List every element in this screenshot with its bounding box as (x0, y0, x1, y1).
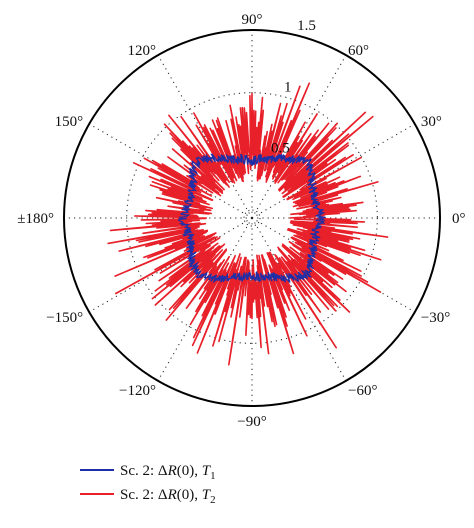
angle-tick-label: 90° (242, 12, 263, 28)
angle-tick-label: −60° (348, 383, 377, 399)
angular-grid-line (88, 217, 253, 313)
angular-grid-line (251, 217, 347, 382)
center-grid-circle (243, 209, 261, 227)
angle-tick-label: 120° (128, 43, 157, 59)
polar-grid (64, 30, 440, 406)
radial-tick-label: 1.5 (297, 18, 316, 34)
angle-tick-label: 150° (55, 114, 84, 130)
angle-tick-label: −120° (119, 383, 156, 399)
angle-tick-label: −150° (46, 310, 83, 326)
polar-outer-circle (63, 29, 441, 407)
angular-grid-line (251, 123, 416, 219)
series-t2-line (107, 82, 389, 366)
angle-tick-label: 30° (421, 114, 442, 130)
angle-tick-label: ±180° (17, 211, 54, 227)
series-layer (107, 82, 389, 366)
angle-tick-label: 0° (452, 211, 466, 227)
radial-tick-label: 1 (284, 79, 292, 95)
angle-tick-label: −30° (421, 310, 450, 326)
legend: Sc. 2: ΔR(0), T1 Sc. 2: ΔR(0), T2 (80, 463, 216, 506)
polar-labels: 0° 30° 60° 90° 120° 150° ±180° −150° −120° −90° −6… (17, 12, 465, 430)
legend-entry-label: Sc. 2: ΔR(0), T2 (120, 487, 216, 506)
angular-grid-line (157, 54, 253, 219)
legend-entry-label: Sc. 2: ΔR(0), T1 (120, 463, 216, 482)
radial-tick-label: 0.5 (271, 141, 290, 157)
series-t1-line (178, 153, 326, 284)
angle-tick-label: 60° (348, 43, 369, 59)
angle-tick-label: −90° (237, 414, 266, 430)
angular-grid-line (251, 54, 347, 219)
